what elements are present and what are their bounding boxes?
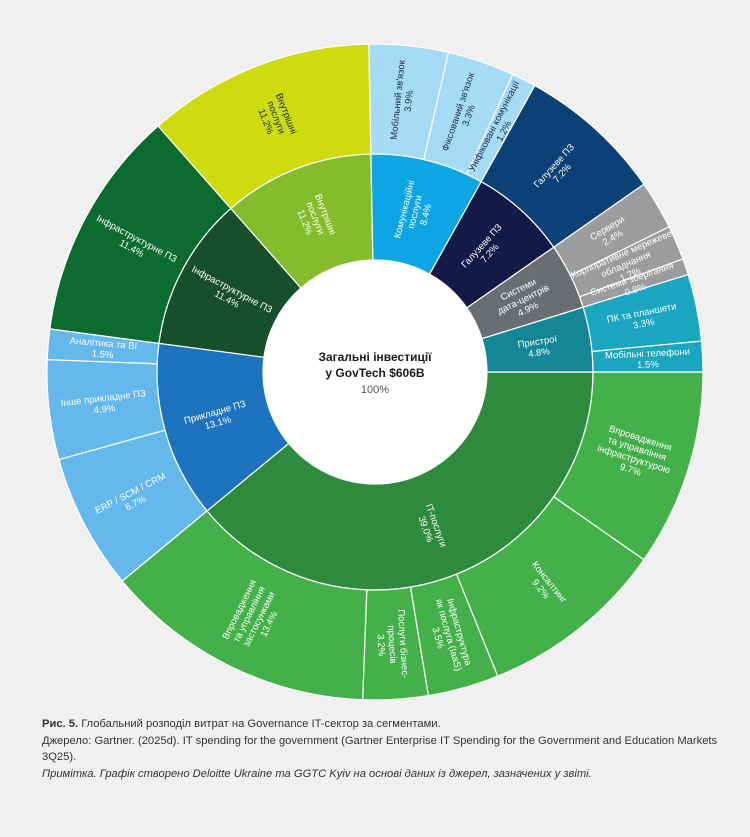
segment-name-label: Послуги бізнес- bbox=[395, 609, 410, 678]
center-hole bbox=[263, 260, 487, 484]
center-value: 100% bbox=[361, 384, 389, 396]
segment-value-label: 1.5% bbox=[91, 348, 114, 361]
outer-label-послуги-бізнес-процесів: Послуги бізнес-процесів3.2% bbox=[373, 609, 410, 680]
inner-label-пристрої: Пристрої4.8% bbox=[517, 334, 560, 362]
chart-center: Загальні інвестиції у GovTech $606B 100% bbox=[318, 350, 432, 396]
segment-name-label: Мобільні телефони bbox=[605, 347, 690, 362]
outer-segment-впровадження-та-управління-застосунками bbox=[121, 510, 368, 701]
caption-title-line: Рис. 5. Глобальний розподіл витрат на Go… bbox=[42, 716, 722, 733]
segment-value-label: 1.5% bbox=[637, 359, 660, 371]
segment-value-label: 4.9% bbox=[93, 403, 116, 417]
figure-label: Рис. 5. bbox=[42, 718, 79, 730]
outer-segment-мобільні-телефони bbox=[591, 340, 704, 373]
caption-source: Джерело: Gartner. (2025d). IT spending f… bbox=[42, 734, 718, 764]
caption-note: Примітка. Графік створено Deloitte Ukrai… bbox=[42, 767, 592, 780]
sunburst-chart: IT-послуги39.0%Прикладне ПЗ13.1%Інфрастр… bbox=[46, 43, 704, 701]
segment-value-label: 8.4% bbox=[418, 202, 434, 226]
segment-value-label: 3.2% bbox=[374, 634, 386, 657]
figure-caption: Рис. 5. Глобальний розподіл витрат на Go… bbox=[42, 716, 722, 782]
segment-name-label: процесів bbox=[385, 625, 398, 664]
figure-title: Глобальний розподіл витрат на Governance… bbox=[78, 718, 441, 730]
center-title-line1: Загальні інвестиції bbox=[318, 350, 432, 364]
segment-value-label: 4.8% bbox=[527, 346, 551, 360]
segment-value-label: 3.3% bbox=[632, 317, 656, 332]
chart-segments bbox=[46, 43, 704, 701]
segment-value-label: 3.9% bbox=[403, 89, 416, 112]
inner-label-системи-дата-центрів: Системидата-центрів4.9% bbox=[491, 273, 556, 327]
outer-label-мобільні-телефони: Мобільні телефони1.5% bbox=[605, 347, 691, 373]
center-title-line2: у GovTech $606B bbox=[325, 366, 424, 380]
